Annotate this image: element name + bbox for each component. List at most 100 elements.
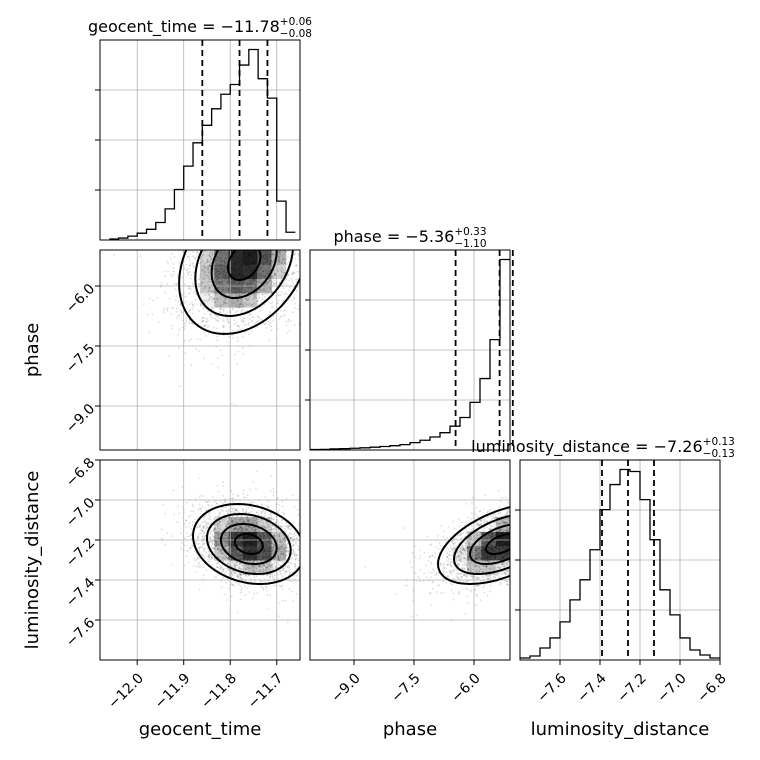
sample-point <box>239 573 242 575</box>
sample-point <box>265 556 267 559</box>
sample-point <box>236 324 238 327</box>
sample-point <box>235 551 238 553</box>
sample-point <box>230 570 233 573</box>
sample-point <box>283 293 286 296</box>
sample-point <box>162 503 165 506</box>
sample-point <box>200 290 203 293</box>
sample-point <box>238 294 241 296</box>
sample-point <box>280 576 283 579</box>
sample-point <box>287 534 290 537</box>
sample-point <box>284 540 286 542</box>
sample-point <box>247 286 250 289</box>
sample-point <box>273 283 276 286</box>
sample-point <box>262 264 264 266</box>
sample-point <box>457 577 460 580</box>
sample-point <box>233 564 236 567</box>
sample-point <box>210 261 213 264</box>
sample-point <box>199 566 201 568</box>
sample-point <box>267 270 270 273</box>
sample-point <box>248 266 250 269</box>
sample-point <box>198 547 201 549</box>
sample-point <box>253 266 256 268</box>
sample-point <box>273 536 276 538</box>
sample-point <box>277 260 280 263</box>
sample-point <box>241 546 243 548</box>
sample-point <box>466 588 469 590</box>
sample-point <box>240 528 243 530</box>
sample-point <box>211 254 214 257</box>
sample-point <box>471 575 474 578</box>
sample-point <box>251 543 253 546</box>
sample-point <box>246 283 249 286</box>
sample-point <box>256 542 259 545</box>
sample-point <box>455 537 457 540</box>
sample-point <box>244 531 247 534</box>
sample-point <box>252 268 255 271</box>
sample-point <box>207 555 210 558</box>
sample-point <box>201 263 204 265</box>
sample-point <box>472 568 474 571</box>
sample-point <box>260 580 262 583</box>
sample-point <box>231 533 234 536</box>
sample-point <box>238 273 241 276</box>
sample-point <box>287 621 289 623</box>
sample-point <box>240 267 243 269</box>
sample-point <box>256 522 259 524</box>
sample-point <box>252 570 255 572</box>
sample-point <box>489 538 492 540</box>
sample-point <box>500 519 503 522</box>
sample-point <box>447 548 450 551</box>
sample-point <box>215 271 218 273</box>
sample-point <box>211 300 214 303</box>
sample-point <box>263 563 265 566</box>
sample-point <box>287 566 289 569</box>
sample-point <box>288 519 291 522</box>
sample-point <box>245 529 248 532</box>
sample-point <box>245 529 248 531</box>
sample-point <box>259 544 262 546</box>
sample-point <box>497 551 500 553</box>
sample-point <box>227 320 229 323</box>
sample-point <box>177 273 180 276</box>
sample-point <box>241 541 244 544</box>
sample-point <box>279 571 282 574</box>
sample-point <box>263 515 265 518</box>
sample-point <box>252 522 255 524</box>
sample-point <box>239 518 241 521</box>
sample-point <box>273 533 275 536</box>
sample-point <box>291 273 294 275</box>
sample-point <box>288 525 290 528</box>
sample-point <box>210 522 212 525</box>
sample-point <box>267 253 269 256</box>
sample-point <box>240 563 243 565</box>
sample-point <box>224 258 226 260</box>
sample-point <box>250 550 253 552</box>
sample-point <box>270 325 273 328</box>
sample-point <box>234 263 237 266</box>
sample-point <box>238 528 241 530</box>
sample-point <box>483 577 486 579</box>
sample-point <box>279 281 281 284</box>
sample-point <box>224 541 226 544</box>
sample-point <box>163 270 166 273</box>
sample-point <box>209 553 211 556</box>
sample-point <box>474 551 477 554</box>
sample-point <box>247 567 250 570</box>
sample-point <box>291 580 294 583</box>
sample-point <box>286 551 288 553</box>
sample-point <box>505 536 508 539</box>
sample-point <box>204 524 207 527</box>
sample-point <box>164 512 167 515</box>
sample-point <box>201 505 204 508</box>
sample-point <box>223 537 226 540</box>
sample-point <box>188 522 191 525</box>
sample-point <box>494 544 497 547</box>
sample-point <box>185 317 188 320</box>
sample-point <box>208 263 211 266</box>
sample-point <box>234 571 237 574</box>
sample-point <box>505 555 508 558</box>
sample-point <box>151 313 154 316</box>
sample-point <box>447 575 449 578</box>
sample-point <box>261 525 264 528</box>
sample-point <box>256 276 259 279</box>
